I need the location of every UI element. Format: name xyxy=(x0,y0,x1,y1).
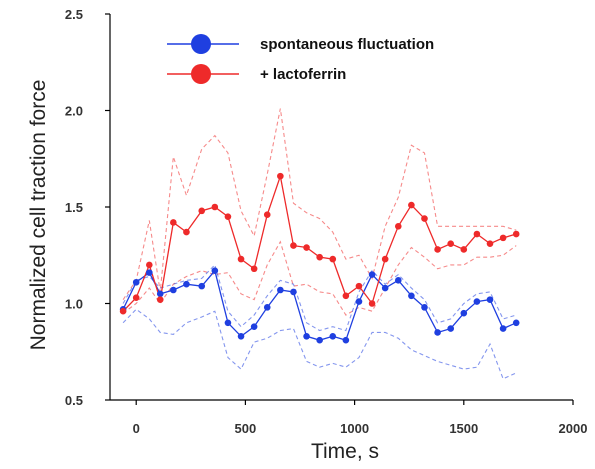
data-point-lactoferrin xyxy=(512,230,520,238)
data-point-spontaneous xyxy=(486,296,494,303)
data-point-spontaneous xyxy=(250,323,258,330)
data-point-spontaneous xyxy=(156,290,164,298)
x-tick-label: 1500 xyxy=(449,421,478,436)
data-point-lactoferrin xyxy=(408,201,415,209)
data-point-lactoferrin xyxy=(394,223,402,230)
x-tick-label: 1000 xyxy=(340,421,369,436)
data-point-lactoferrin xyxy=(342,292,350,300)
data-point-lactoferrin xyxy=(156,296,164,303)
data-point-spontaneous xyxy=(146,269,153,276)
data-point-lactoferrin xyxy=(224,213,232,220)
legend-marker-red xyxy=(191,64,211,84)
data-point-lactoferrin xyxy=(303,244,310,251)
legend-label-lactoferrin: + lactoferrin xyxy=(260,66,346,83)
data-point-spontaneous xyxy=(499,325,507,332)
data-point-spontaneous xyxy=(198,282,206,290)
data-point-lactoferrin xyxy=(499,234,507,242)
y-axis-title: Normalized cell traction force xyxy=(27,80,50,351)
data-point-lactoferrin xyxy=(434,246,441,253)
data-point-lactoferrin xyxy=(183,228,190,236)
data-point-lactoferrin xyxy=(381,255,389,263)
y-tick-label: 0.5 xyxy=(65,393,83,408)
legend: spontaneous fluctuation + lactoferrin xyxy=(167,34,434,84)
y-tick-label: 1.5 xyxy=(65,200,83,215)
data-point-spontaneous xyxy=(381,284,389,292)
data-point-spontaneous xyxy=(211,267,219,274)
legend-item-lactoferrin: + lactoferrin xyxy=(167,64,346,84)
band-lower-line xyxy=(122,308,517,380)
data-point-lactoferrin xyxy=(211,203,219,211)
data-point-spontaneous xyxy=(290,288,297,296)
data-point-spontaneous xyxy=(237,333,245,340)
legend-item-spontaneous: spontaneous fluctuation xyxy=(167,34,434,54)
data-point-spontaneous xyxy=(303,333,310,340)
data-point-lactoferrin xyxy=(316,253,323,261)
data-point-spontaneous xyxy=(473,298,481,305)
data-point-spontaneous xyxy=(460,309,468,317)
x-ticks: 0 500 1000 1500 2000 xyxy=(133,400,588,436)
data-point-spontaneous xyxy=(132,278,140,286)
y-tick-label: 2.5 xyxy=(65,7,83,22)
axes: 0 500 1000 1500 2000 0.5 1.0 1.5 2.0 2.5 xyxy=(65,7,588,436)
data-point-lactoferrin xyxy=(486,240,494,247)
series-line-lactoferrin xyxy=(122,173,517,312)
data-point-spontaneous xyxy=(394,277,402,284)
data-point-spontaneous xyxy=(277,286,284,294)
data-point-lactoferrin xyxy=(237,255,245,263)
data-point-spontaneous xyxy=(421,304,428,311)
data-point-spontaneous xyxy=(408,292,415,300)
data-point-spontaneous xyxy=(447,325,454,332)
data-point-spontaneous xyxy=(183,280,190,288)
band-upper-line xyxy=(122,263,517,332)
data-point-lactoferrin xyxy=(290,242,297,249)
data-point-lactoferrin xyxy=(119,307,127,315)
data-point-lactoferrin xyxy=(263,211,271,219)
confidence-bands xyxy=(122,108,517,380)
y-tick-label: 2.0 xyxy=(65,104,83,119)
data-point-lactoferrin xyxy=(250,265,258,273)
data-point-lactoferrin xyxy=(132,294,140,302)
data-point-lactoferrin xyxy=(277,172,284,180)
data-point-lactoferrin xyxy=(198,207,206,215)
data-point-lactoferrin xyxy=(170,219,177,226)
data-point-spontaneous xyxy=(434,329,441,336)
data-points xyxy=(119,172,520,344)
data-point-lactoferrin xyxy=(146,261,153,269)
x-tick-label: 500 xyxy=(235,421,257,436)
data-point-spontaneous xyxy=(355,298,363,305)
data-point-spontaneous xyxy=(512,319,520,327)
data-point-spontaneous xyxy=(170,286,177,294)
legend-label-spontaneous: spontaneous fluctuation xyxy=(260,36,434,53)
data-point-spontaneous xyxy=(329,333,337,340)
data-point-lactoferrin xyxy=(460,246,468,253)
x-tick-label: 2000 xyxy=(559,421,588,436)
x-axis-title: Time, s xyxy=(311,440,379,463)
data-point-lactoferrin xyxy=(329,255,337,263)
data-point-spontaneous xyxy=(368,271,376,278)
band-upper-line xyxy=(122,108,517,300)
band-lower-line xyxy=(122,240,517,316)
data-point-lactoferrin xyxy=(473,230,481,238)
x-tick-label: 0 xyxy=(133,421,140,436)
data-point-lactoferrin xyxy=(421,215,428,222)
data-point-spontaneous xyxy=(263,304,271,311)
data-point-lactoferrin xyxy=(355,282,363,290)
y-tick-label: 1.0 xyxy=(65,297,83,312)
data-point-spontaneous xyxy=(316,336,323,344)
data-point-spontaneous xyxy=(224,319,232,327)
data-point-lactoferrin xyxy=(368,300,376,307)
data-point-spontaneous xyxy=(342,336,350,344)
legend-marker-blue xyxy=(191,34,211,54)
y-ticks: 0.5 1.0 1.5 2.0 2.5 xyxy=(65,7,110,408)
data-point-lactoferrin xyxy=(447,240,454,247)
